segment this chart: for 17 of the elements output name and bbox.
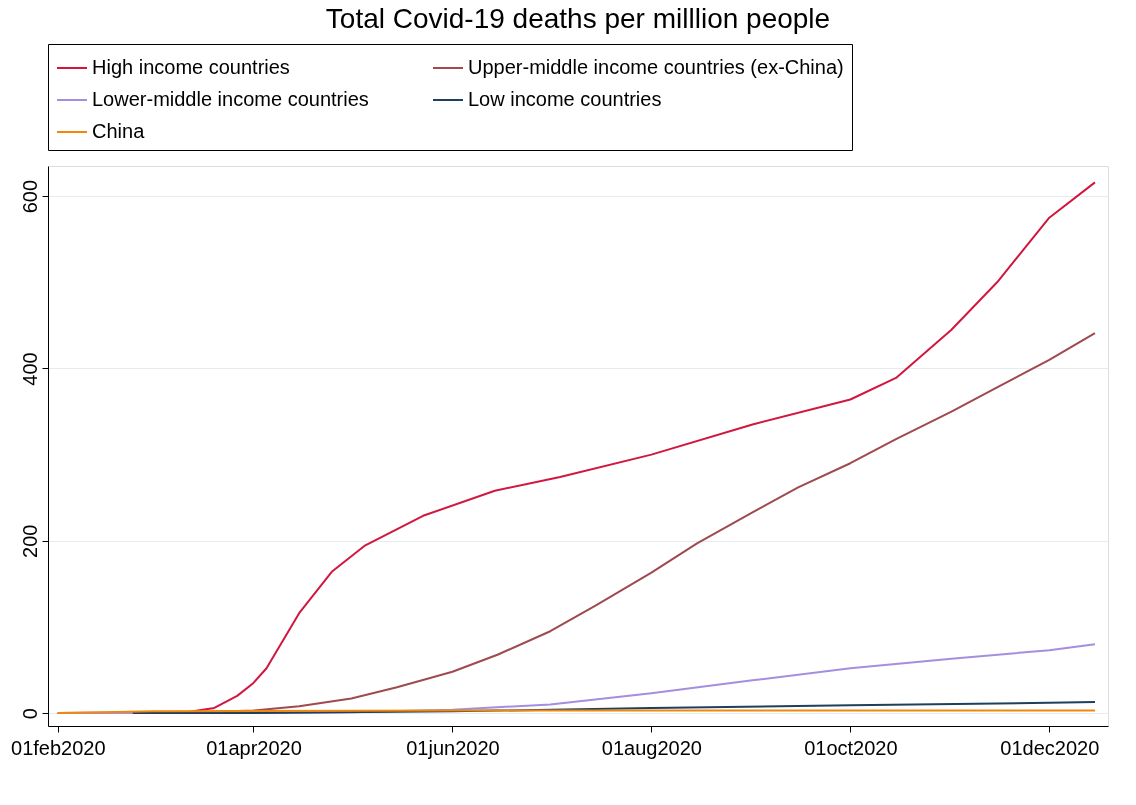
legend-label: Low income countries bbox=[468, 88, 662, 110]
y-tick-label: 600 bbox=[18, 179, 41, 214]
x-tick-label: 01jun2020 bbox=[406, 736, 500, 759]
legend-label: High income countries bbox=[92, 56, 290, 78]
x-tick-label: 01oct2020 bbox=[804, 736, 898, 759]
chart-title: Total Covid-19 deaths per milllion people bbox=[325, 2, 831, 34]
x-tick-label: 01aug2020 bbox=[601, 736, 702, 759]
x-tick-label: 01dec2020 bbox=[1000, 736, 1100, 759]
x-tick-label: 01feb2020 bbox=[11, 736, 106, 759]
legend-label: China bbox=[92, 120, 146, 142]
line-series bbox=[131, 700, 1096, 715]
y-tick-label: 200 bbox=[18, 524, 41, 558]
y-tick-label: 0 bbox=[18, 708, 41, 720]
legend-label: Lower-middle income countries bbox=[92, 88, 369, 110]
y-tick-label: 400 bbox=[18, 352, 41, 386]
x-tick-label: 01apr2020 bbox=[206, 736, 302, 759]
legend-label: Upper-middle income countries (ex-China) bbox=[468, 56, 844, 78]
